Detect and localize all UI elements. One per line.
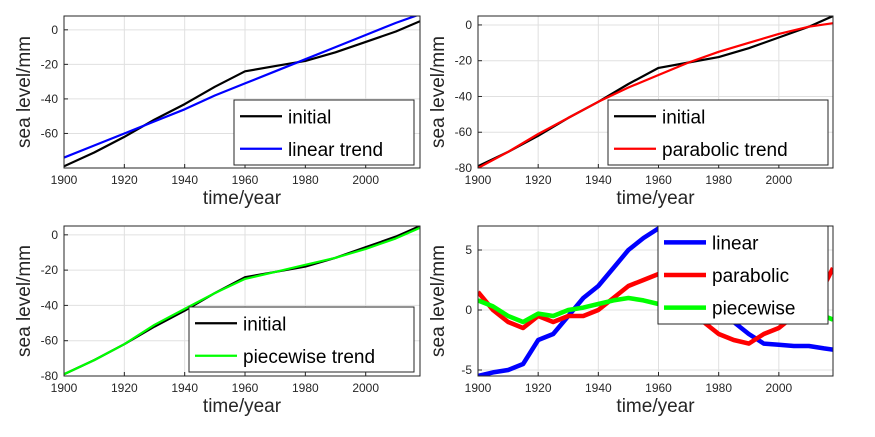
legend-label: initial (243, 314, 286, 335)
y-axis-label: sea level/mm (14, 36, 35, 148)
chart-panel-4: 1900 1920 1940 1960 1980 2000 -5 0 5 time/year sea… (428, 225, 834, 417)
series-line-initial (478, 16, 833, 168)
y-axis-label: sea level/mm (14, 245, 35, 357)
x-tick-label: 1920 (111, 173, 138, 187)
x-tick-label: 1960 (645, 381, 672, 395)
x-tick-label: 1900 (465, 173, 492, 187)
series-group (64, 226, 420, 376)
x-axis-label: time/year (203, 188, 282, 209)
x-tick-label: 1900 (51, 381, 78, 395)
x-tick-label: 1900 (465, 381, 492, 395)
x-tick-label: 1980 (292, 173, 319, 187)
y-axis-label: sea level/mm (428, 245, 449, 357)
series-line-initial (64, 20, 420, 168)
series-line-parabolic-trend (478, 22, 833, 168)
y-tick-label: 0 (465, 18, 472, 32)
x-tick-label: 2000 (765, 381, 792, 395)
chart-panel-3: 1900 1920 1940 1960 1980 2000 -80 -60 -40 -20 0 tim… (14, 225, 421, 417)
x-tick-label: 1920 (111, 381, 138, 395)
legend-label: linear (712, 233, 759, 254)
chart-panel-2: 1900 1920 1940 1960 1980 2000 -80 -60 -40 -20 0 tim… (428, 15, 834, 209)
legend: initial parabolic trend (607, 99, 829, 166)
legend-box (188, 306, 415, 373)
legend: initial piecewise trend (188, 306, 415, 373)
x-tick-label: 2000 (352, 381, 379, 395)
series-group (478, 16, 833, 168)
y-axis-label: sea level/mm (428, 36, 449, 148)
legend-label: initial (662, 107, 705, 128)
x-tick-label: 2000 (352, 173, 379, 187)
legend-box (607, 99, 829, 166)
y-tick-label: -20 (41, 57, 59, 71)
y-tick-label: 0 (51, 23, 58, 37)
x-tick-label: 1960 (232, 381, 259, 395)
x-tick-label: 1940 (585, 381, 612, 395)
y-tick-label: -60 (455, 125, 473, 139)
y-tick-label: 0 (51, 228, 58, 242)
y-tick-label: -5 (461, 363, 472, 377)
y-tick-label: -60 (41, 126, 59, 140)
series-group (64, 16, 420, 168)
legend-box (233, 99, 415, 166)
legend: initial linear trend (233, 99, 415, 166)
legend: linear parabolic piecewise (657, 225, 829, 325)
axes-box (477, 225, 834, 377)
legend-label: piecewise trend (243, 347, 375, 368)
x-tick-label: 1960 (645, 173, 672, 187)
legend-label: parabolic (712, 266, 789, 287)
y-tick-label: 5 (465, 243, 472, 257)
x-tick-label: 1940 (171, 173, 198, 187)
chart-panel-1: 1900 1920 1940 1960 1980 2000 -60 -40 -20 0 time/y… (14, 15, 421, 209)
axes-box (477, 15, 834, 169)
legend-label: linear trend (288, 140, 383, 161)
y-tick-label: -20 (41, 263, 59, 277)
x-tick-label: 1900 (51, 173, 78, 187)
x-tick-label: 1920 (525, 381, 552, 395)
axes-box (63, 15, 421, 169)
x-tick-label: 1940 (585, 173, 612, 187)
y-tick-label: -60 (41, 334, 59, 348)
x-tick-label: 1980 (705, 173, 732, 187)
x-tick-label: 1980 (292, 381, 319, 395)
x-axis-label: time/year (203, 396, 282, 417)
axes-box (63, 225, 421, 377)
y-tick-label: -40 (41, 298, 59, 312)
y-tick-label: -40 (41, 92, 59, 106)
x-tick-label: 1960 (232, 173, 259, 187)
y-tick-label: 0 (465, 303, 472, 317)
x-axis-label: time/year (616, 188, 695, 209)
x-tick-label: 1980 (705, 381, 732, 395)
x-tick-label: 1920 (525, 173, 552, 187)
y-tick-label: -80 (41, 369, 59, 383)
legend-label: initial (288, 107, 331, 128)
legend-label: parabolic trend (662, 140, 788, 161)
series-line-linear-trend (64, 16, 419, 159)
x-axis-label: time/year (616, 396, 695, 417)
y-tick-label: -20 (455, 54, 473, 68)
y-tick-label: -80 (455, 161, 473, 175)
series-line-piecewise-trend (64, 226, 420, 376)
y-tick-label: -40 (455, 89, 473, 103)
x-tick-label: 2000 (765, 173, 792, 187)
x-tick-label: 1940 (171, 381, 198, 395)
legend-label: piecewise (712, 299, 795, 320)
